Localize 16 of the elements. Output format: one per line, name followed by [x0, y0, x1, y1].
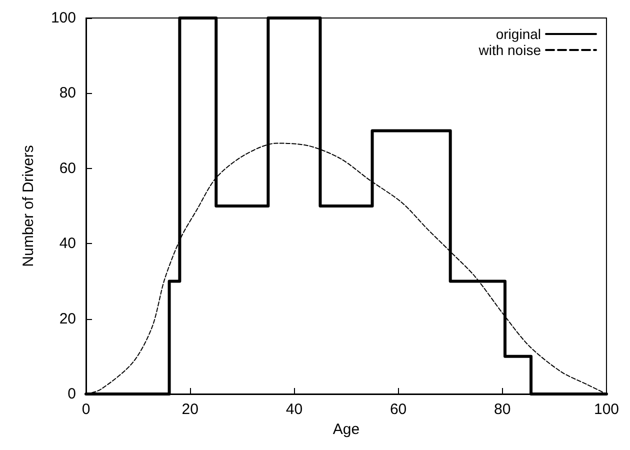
x-tick-label: 80	[494, 401, 511, 418]
x-tick-label: 40	[286, 401, 303, 418]
y-tick-label: 40	[59, 235, 76, 252]
x-tick-label: 100	[594, 401, 619, 418]
x-tick-label: 20	[182, 401, 198, 418]
y-tick-label: 80	[59, 84, 76, 102]
x-axis-title: Age	[332, 421, 360, 438]
y-tick-label: 60	[59, 160, 76, 177]
y-tick-label: 100	[50, 10, 76, 26]
x-tick-label: 60	[390, 401, 407, 418]
y-tick-label: 20	[59, 310, 76, 328]
legend-label: original	[496, 26, 541, 42]
y-axis-title: Number of Drivers	[20, 145, 37, 267]
x-tick-label: 0	[82, 401, 90, 418]
legend-label: with noise	[478, 42, 542, 58]
y-tick-label: 0	[68, 386, 76, 402]
